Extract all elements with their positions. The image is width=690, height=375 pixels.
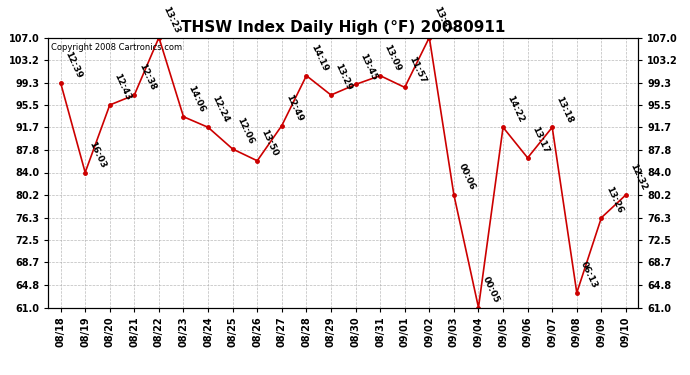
Text: 00:05: 00:05: [481, 275, 501, 304]
Text: 14:22: 14:22: [506, 94, 526, 124]
Text: 16:03: 16:03: [88, 140, 108, 170]
Text: 13:23: 13:23: [161, 5, 181, 34]
Text: 12:39: 12:39: [63, 50, 83, 80]
Text: 13:29: 13:29: [333, 62, 354, 92]
Text: 14:19: 14:19: [309, 43, 329, 73]
Text: 13:26: 13:26: [604, 185, 624, 215]
Text: 13:50: 13:50: [259, 128, 280, 158]
Text: 12:43: 12:43: [112, 72, 132, 102]
Text: 13:09: 13:09: [382, 43, 403, 73]
Text: 12:32: 12:32: [629, 162, 649, 192]
Text: 06:13: 06:13: [580, 260, 600, 290]
Text: 12:38: 12:38: [137, 62, 157, 92]
Text: 00:06: 00:06: [456, 162, 476, 192]
Text: 14:06: 14:06: [186, 84, 206, 114]
Text: Copyright 2008 Cartronics.com: Copyright 2008 Cartronics.com: [51, 43, 182, 52]
Title: THSW Index Daily High (°F) 20080911: THSW Index Daily High (°F) 20080911: [181, 20, 506, 35]
Text: 13:18: 13:18: [555, 94, 575, 124]
Text: 13:17: 13:17: [530, 125, 551, 155]
Text: 12:24: 12:24: [210, 94, 231, 124]
Text: 12:49: 12:49: [284, 93, 305, 123]
Text: 11:57: 11:57: [407, 55, 428, 84]
Text: 13:31: 13:31: [432, 5, 452, 34]
Text: 12:06: 12:06: [235, 117, 255, 146]
Text: 13:45: 13:45: [358, 52, 378, 81]
